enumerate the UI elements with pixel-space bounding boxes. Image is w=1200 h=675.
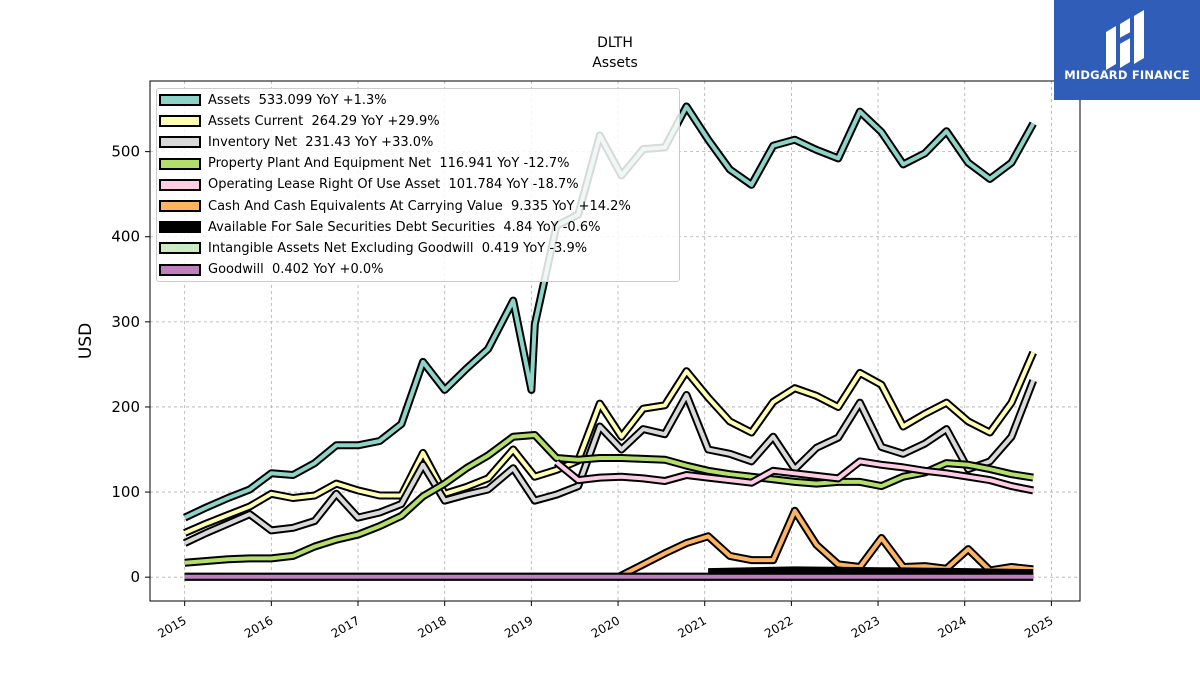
- y-tick-label: 200: [111, 398, 140, 416]
- x-tick-label: 2018: [415, 613, 448, 640]
- x-tick-label: 2016: [242, 613, 275, 640]
- y-tick-label: 500: [111, 143, 140, 161]
- y-tick-label: 100: [111, 483, 140, 501]
- series-3: [184, 431, 1034, 567]
- x-tick-label: 2022: [762, 613, 795, 640]
- plot-frame: [149, 80, 1081, 602]
- x-tick-label: 2023: [849, 613, 882, 640]
- legend-item: Inventory Net 231.43 YoY +33.0%: [159, 132, 433, 152]
- legend-label: Property Plant And Equipment Net 116.941…: [208, 156, 570, 172]
- series-line: [555, 459, 1034, 493]
- legend-swatch: [159, 115, 201, 128]
- legend-label: Goodwill 0.402 YoY +0.0%: [208, 262, 384, 278]
- series-line: [184, 433, 1034, 565]
- series-line: [708, 568, 1034, 576]
- series-line-outline: [183, 350, 1037, 537]
- legend-item: Goodwill 0.402 YoY +0.0%: [159, 260, 383, 280]
- legend-label: Cash And Cash Equivalents At Carrying Va…: [208, 198, 631, 214]
- legend-swatch: [159, 94, 201, 106]
- chart-title: DLTH: [597, 35, 633, 51]
- legend-label: Operating Lease Right Of Use Asset 101.7…: [208, 177, 579, 193]
- brand-logo: MIDGARD FINANCE: [1054, 0, 1200, 100]
- series-2: [182, 379, 1037, 547]
- legend-swatch: [159, 136, 201, 149]
- legend-swatch: [159, 263, 201, 276]
- legend-label: Assets Current 264.29 YoY +29.9%: [208, 113, 440, 129]
- series-5: [616, 506, 1034, 581]
- x-axis-ticks: 2015 2016 2017 2018 2019 2020 2021 2022 2023 2024…: [155, 601, 1056, 641]
- y-tick-label: 400: [111, 228, 140, 246]
- legend-label: Available For Sale Securities Debt Secur…: [208, 219, 601, 235]
- legend-item: Cash And Cash Equivalents At Carrying Va…: [159, 196, 631, 216]
- chart-legend: Assets 533.099 YoY +1.3% Assets Current 2…: [156, 88, 680, 282]
- legend-item: Assets 533.099 YoY +1.3%: [159, 90, 387, 110]
- y-axis-ticks: 0 100 200 300 400 500: [111, 143, 150, 586]
- legend-swatch: [159, 200, 201, 212]
- y-tick-label: 0: [130, 568, 140, 586]
- legend-item: Assets Current 264.29 YoY +29.9%: [159, 111, 440, 131]
- series-6: [708, 566, 1034, 578]
- legend-item: Operating Lease Right Of Use Asset 101.7…: [159, 175, 579, 195]
- y-tick-label: 300: [111, 313, 140, 331]
- legend-swatch: [159, 178, 201, 191]
- x-tick-label: 2017: [329, 613, 362, 640]
- logo-mark-icon: [1106, 10, 1144, 70]
- x-tick-label: 2025: [1022, 613, 1055, 640]
- y-axis-label: USD: [76, 323, 96, 359]
- legend-label: Assets 533.099 YoY +1.3%: [208, 92, 387, 108]
- x-tick-label: 2024: [935, 613, 968, 640]
- series-line: [183, 379, 1036, 545]
- legend-label: Intangible Assets Net Excluding Goodwill…: [208, 240, 588, 256]
- legend-item: Property Plant And Equipment Net 116.941…: [159, 154, 569, 174]
- logo-text: MIDGARD FINANCE: [1064, 68, 1190, 82]
- legend-item: Intangible Assets Net Excluding Goodwill…: [159, 238, 587, 258]
- series-line: [183, 351, 1036, 535]
- legend-swatch: [159, 242, 201, 255]
- x-tick-label: 2019: [502, 613, 535, 640]
- legend-item: Available For Sale Securities Debt Secur…: [159, 217, 600, 237]
- chart-subtitle: Assets: [592, 55, 638, 71]
- series-1: [183, 350, 1037, 537]
- legend-swatch: [159, 157, 201, 170]
- series-line: [617, 508, 1034, 579]
- x-tick-label: 2021: [675, 613, 708, 640]
- legend-label: Inventory Net 231.43 YoY +33.0%: [208, 134, 434, 150]
- legend-swatch: [159, 221, 201, 234]
- x-tick-label: 2020: [589, 613, 622, 640]
- x-tick-label: 2015: [155, 613, 188, 640]
- series-4: [553, 457, 1034, 495]
